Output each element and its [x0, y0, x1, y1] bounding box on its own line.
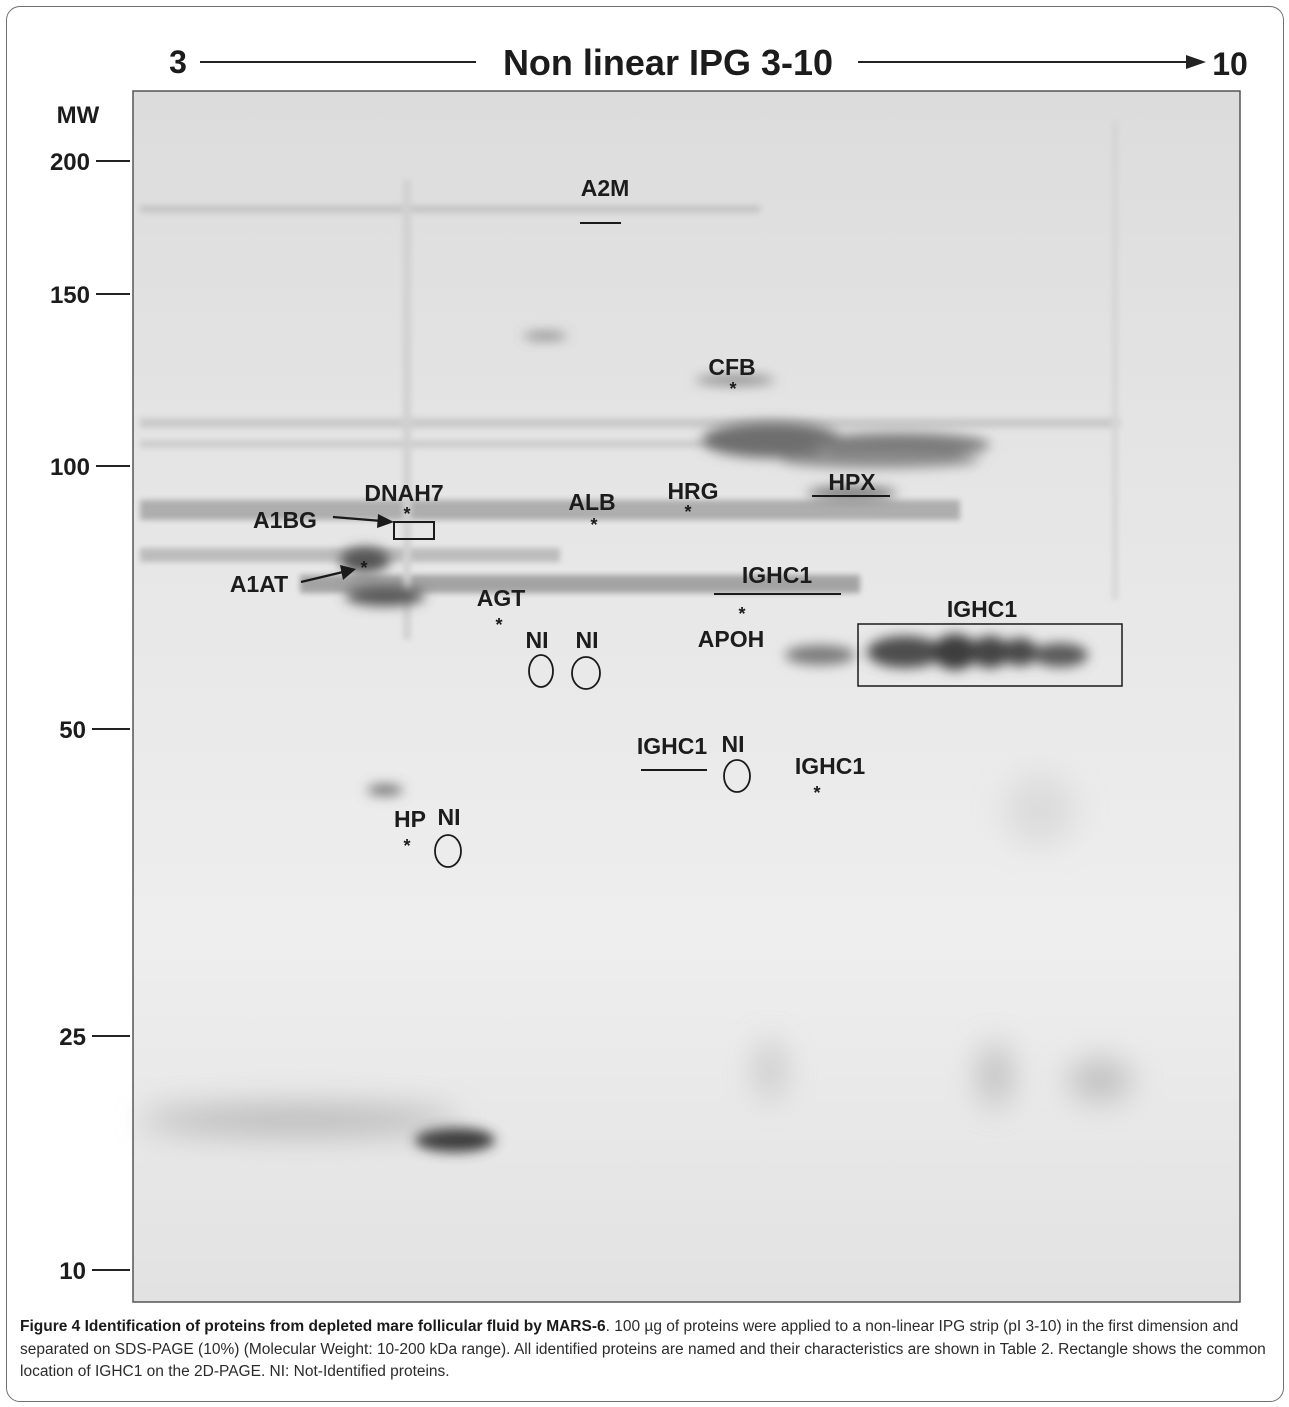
label-hp: HP [394, 806, 426, 832]
label-ni-3: NI [722, 731, 745, 757]
label-a1bg: A1BG [253, 507, 317, 533]
label-ighc1-right: IGHC1 [795, 753, 866, 779]
mw-tick-200: 200 [50, 149, 90, 176]
ni-marker-4 [434, 834, 462, 868]
gel-image [132, 90, 1241, 1303]
svg-text:*: * [729, 379, 736, 399]
mw-tick-10: 10 [59, 1258, 86, 1285]
label-ighc1-upper: IGHC1 [742, 562, 813, 588]
ph-axis-title: Non linear IPG 3-10 [503, 42, 833, 83]
svg-text:*: * [684, 502, 691, 522]
label-cfb: CFB [708, 354, 755, 380]
figure-frame [6, 6, 1284, 1402]
label-hrg: HRG [667, 478, 718, 504]
label-a2m: A2M [581, 175, 630, 201]
label-alb: ALB [568, 489, 615, 515]
ph-axis-start: 3 [169, 44, 187, 80]
protein-labels: A2M CFB DNAH7 A1BG ALB HRG HPX A1AT IGHC… [230, 175, 1018, 832]
arrow-icon [340, 565, 356, 580]
svg-text:*: * [590, 515, 597, 535]
figure-2d-gel: 3 Non linear IPG 3-10 10 MW 200 150 100 … [50, 42, 1248, 1303]
mw-axis-header: MW [57, 102, 100, 129]
label-a1at: A1AT [230, 571, 288, 597]
label-ighc1-box: IGHC1 [947, 596, 1018, 622]
ni-marker-1 [528, 654, 554, 688]
svg-text:*: * [495, 615, 502, 635]
mw-tick-150: 150 [50, 282, 90, 309]
label-ni-2: NI [576, 627, 599, 653]
figure-caption: Figure 4 Identification of proteins from… [20, 1316, 1270, 1384]
ni-marker-2 [571, 656, 601, 690]
svg-text:*: * [360, 558, 367, 578]
caption-body: . 100 µg of proteins were applied to a n… [20, 1318, 1266, 1380]
label-agt: AGT [477, 585, 526, 611]
svg-text:*: * [813, 783, 820, 803]
ni-marker-3 [723, 759, 751, 793]
spot-asterisks: * * * * * * * * * [360, 379, 820, 856]
arrow-right-icon [1186, 55, 1206, 69]
mw-ticks: 200 150 100 50 25 10 [50, 149, 130, 1285]
annotations [300, 222, 1123, 868]
arrow-icon [377, 514, 394, 528]
svg-text:*: * [403, 836, 410, 856]
mw-tick-50: 50 [59, 717, 86, 744]
caption-title: Figure 4 Identification of proteins from… [20, 1318, 606, 1335]
mw-tick-100: 100 [50, 454, 90, 481]
ph-axis-end: 10 [1212, 46, 1248, 82]
label-ni-4: NI [438, 804, 461, 830]
svg-text:*: * [403, 504, 410, 524]
label-dnah7: DNAH7 [364, 480, 443, 506]
label-ni-1: NI [526, 627, 549, 653]
mw-tick-25: 25 [59, 1024, 86, 1051]
label-hpx: HPX [828, 469, 876, 495]
label-ighc1-mid: IGHC1 [637, 733, 708, 759]
svg-text:*: * [738, 604, 745, 624]
label-apoh: APOH [698, 626, 764, 652]
